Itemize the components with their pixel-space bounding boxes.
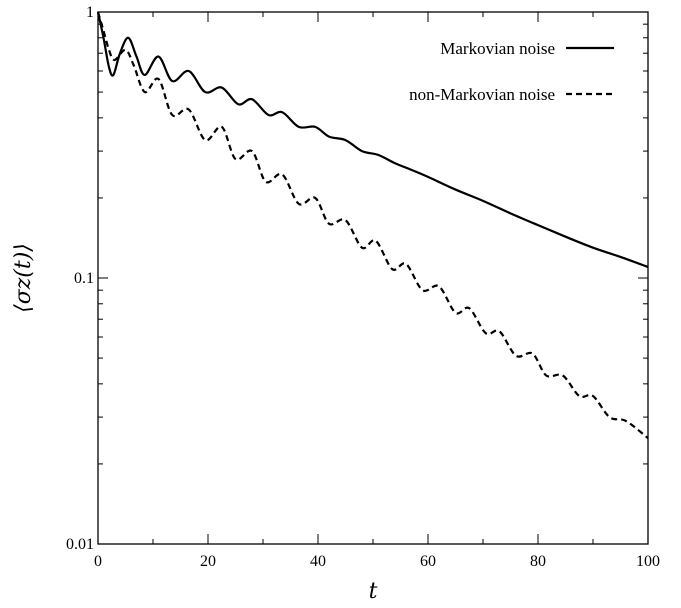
x-tick-label: 100 xyxy=(636,553,660,570)
legend-label-non-markovian: non-Markovian noise xyxy=(409,85,555,104)
legend-label-markovian: Markovian noise xyxy=(440,39,555,58)
y-tick-label: 0.01 xyxy=(66,536,94,553)
axis-ticks: 0 20 40 60 80 100 0.01 0.1 1 xyxy=(66,4,660,570)
y-axis-title: ⟨σz(t)⟩ xyxy=(11,243,36,313)
x-tick-label: 0 xyxy=(94,553,102,570)
plot-frame xyxy=(97,11,649,545)
series-lines xyxy=(96,11,649,440)
x-tick-label: 20 xyxy=(200,553,216,570)
series-line-non-markovian xyxy=(96,11,649,440)
y-tick-label: 0.1 xyxy=(74,270,94,287)
x-axis-title: t xyxy=(369,579,378,604)
x-tick-label: 80 xyxy=(530,553,546,570)
legend: Markovian noise non-Markovian noise xyxy=(409,39,614,104)
series-line-markovian xyxy=(96,11,649,269)
x-tick-label: 60 xyxy=(420,553,436,570)
x-tick-label: 40 xyxy=(310,553,326,570)
y-tick-label: 1 xyxy=(86,4,94,21)
